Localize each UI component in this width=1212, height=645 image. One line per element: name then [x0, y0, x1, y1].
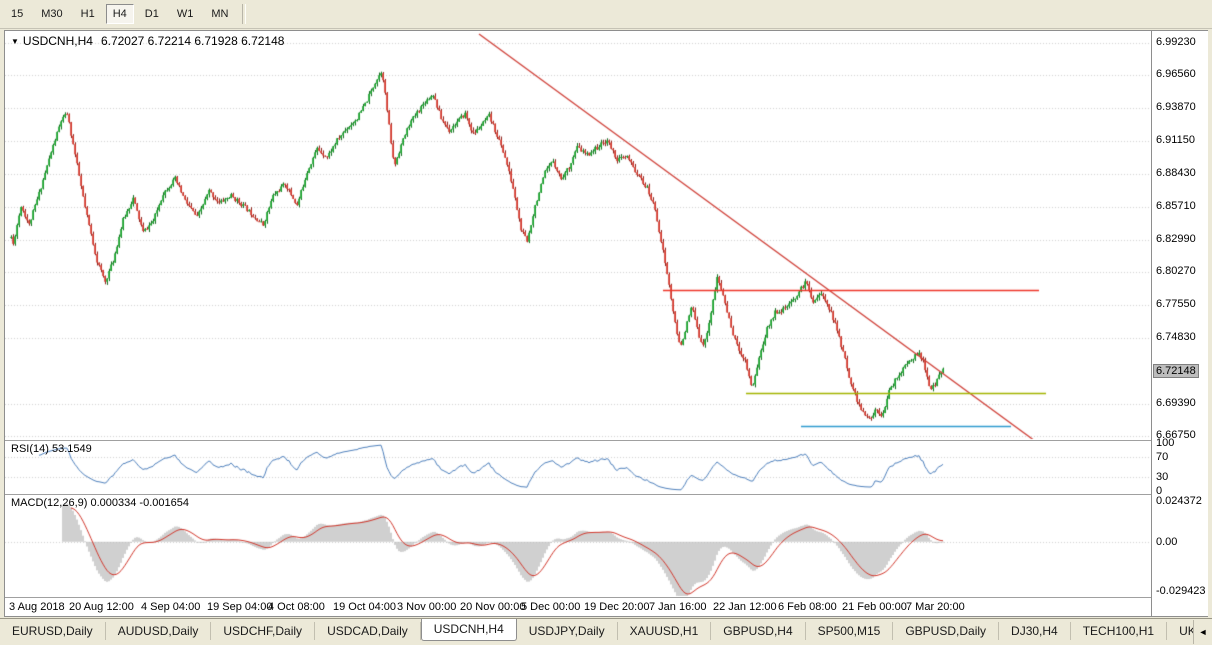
timeframe-button-h4[interactable]: H4 [105, 4, 134, 24]
chart-window: ▼ USDCNH,H4 6.72027 6.72214 6.71928 6.7214… [4, 30, 1208, 617]
time-axis-label: 20 Nov 00:00 [460, 601, 526, 613]
chart-tab-usdchf-daily[interactable]: USDCHF,Daily [211, 622, 316, 640]
tab-scroll-left-button[interactable]: ◄ [1193, 620, 1212, 644]
time-axis-label: 22 Jan 12:00 [713, 601, 777, 613]
chart-tab-audusd-daily[interactable]: AUDUSD,Daily [106, 622, 212, 640]
price-axis-label: 6.91150 [1156, 133, 1195, 146]
chart-tab-usdcad-daily[interactable]: USDCAD,Daily [315, 622, 421, 640]
timeframe-button-h1[interactable]: H1 [80, 8, 95, 20]
time-axis-label: 3 Aug 2018 [9, 601, 65, 613]
price-axis-label: 6.99230 [1156, 36, 1196, 48]
price-axis-label: 6.77550 [1156, 298, 1196, 311]
chart-ohlc-values: 6.72027 6.72214 6.71928 6.72148 [100, 34, 285, 48]
current-price-label: 6.72148 [1153, 363, 1199, 378]
price-axis-label: 6.85710 [1156, 199, 1196, 212]
rsi-level-label: 0 [1156, 485, 1163, 497]
macd-label: MACD(12,26,9) 0.000334 -0.001654 [11, 497, 189, 509]
time-axis-label: 5 Dec 00:00 [521, 601, 581, 613]
time-axis-label: 7 Jan 16:00 [649, 601, 707, 613]
chart-header: ▼ USDCNH,H4 6.72027 6.72214 6.71928 6.7214… [11, 34, 284, 48]
price-axis-label: 6.82990 [1156, 232, 1196, 245]
chart-marker-icon: ▼ [11, 37, 19, 46]
time-axis-label: 6 Feb 08:00 [778, 601, 837, 613]
rsi-level-label: 30 [1156, 470, 1169, 483]
chart-tab-gbpusd-daily[interactable]: GBPUSD,Daily [893, 622, 1000, 640]
time-axis-label: 21 Feb 00:00 [842, 601, 907, 613]
price-axis-label: 6.80270 [1156, 265, 1196, 278]
timeframe-toolbar: 15 M30 H1 H4 D1 W1 MN [0, 0, 1212, 29]
rsi-level-label: 100 [1156, 437, 1175, 449]
time-axis-label: 19 Oct 04:00 [333, 601, 396, 613]
panel-splitter[interactable] [5, 440, 1207, 441]
chart-tab-eurusd-daily[interactable]: EURUSD,Daily [0, 622, 106, 640]
time-axis[interactable]: 3 Aug 2018 20 Aug 12:00 4 Sep 04:00 19 Sep … [5, 600, 1151, 616]
price-axis-label: 6.93870 [1156, 100, 1196, 113]
price-axis-label: 6.96560 [1156, 68, 1196, 81]
chart-tab-usdcnh-h4[interactable]: USDCNH,H4 [420, 619, 517, 641]
price-chart-canvas[interactable] [5, 31, 1151, 599]
price-axis-label: 6.74830 [1156, 331, 1196, 344]
chart-tab-sp500-m15[interactable]: SP500,M15 [806, 622, 894, 640]
macd-level-label: 0.00 [1156, 535, 1178, 548]
price-axis-label: 6.66750 [1156, 429, 1196, 441]
timeframe-button-d1[interactable]: D1 [144, 8, 159, 20]
time-axis-label: 20 Aug 12:00 [69, 601, 134, 613]
macd-level-label: 0.024372 [1156, 495, 1202, 507]
chart-tab-dj30-h4[interactable]: DJ30,H4 [999, 622, 1071, 640]
chart-tab-xauusd-h1[interactable]: XAUUSD,H1 [618, 622, 712, 640]
panel-splitter [5, 597, 1207, 598]
timeframe-button-w1[interactable]: W1 [176, 8, 194, 20]
time-axis-label: 4 Sep 04:00 [141, 601, 201, 613]
panel-splitter[interactable] [5, 494, 1207, 495]
rsi-label: RSI(14) 53.1549 [11, 443, 92, 455]
chart-symbol-label: USDCNH,H4 [22, 34, 93, 48]
macd-level-label: -0.029423 [1156, 585, 1206, 597]
timeframe-button-15[interactable]: 15 [11, 8, 24, 20]
rsi-level-label: 70 [1156, 451, 1169, 464]
time-axis-label: 7 Mar 20:00 [906, 601, 965, 613]
timeframe-button-m30[interactable]: M30 [41, 8, 63, 20]
toolbar-separator [242, 4, 247, 24]
chart-tab-usdjpy-daily[interactable]: USDJPY,Daily [517, 622, 618, 640]
price-axis-label: 6.69390 [1156, 397, 1196, 410]
time-axis-label: 19 Sep 04:00 [207, 601, 273, 613]
time-axis-label: 3 Nov 00:00 [397, 601, 457, 613]
time-axis-label: 4 Oct 08:00 [268, 601, 325, 613]
time-axis-label: 19 Dec 20:00 [584, 601, 650, 613]
chart-tab-gbpusd-h4[interactable]: GBPUSD,H4 [711, 622, 806, 640]
chart-tabbar: EURUSD,Daily AUDUSD,Daily USDCHF,Daily USDC… [0, 618, 1212, 645]
price-axis[interactable]: 6.99230 6.96560 6.93870 6.91150 6.88430 6.857… [1151, 31, 1208, 616]
chart-tab-tech100-h1[interactable]: TECH100,H1 [1071, 622, 1168, 640]
price-axis-label: 6.88430 [1156, 166, 1196, 179]
timeframe-button-mn[interactable]: MN [211, 8, 229, 20]
